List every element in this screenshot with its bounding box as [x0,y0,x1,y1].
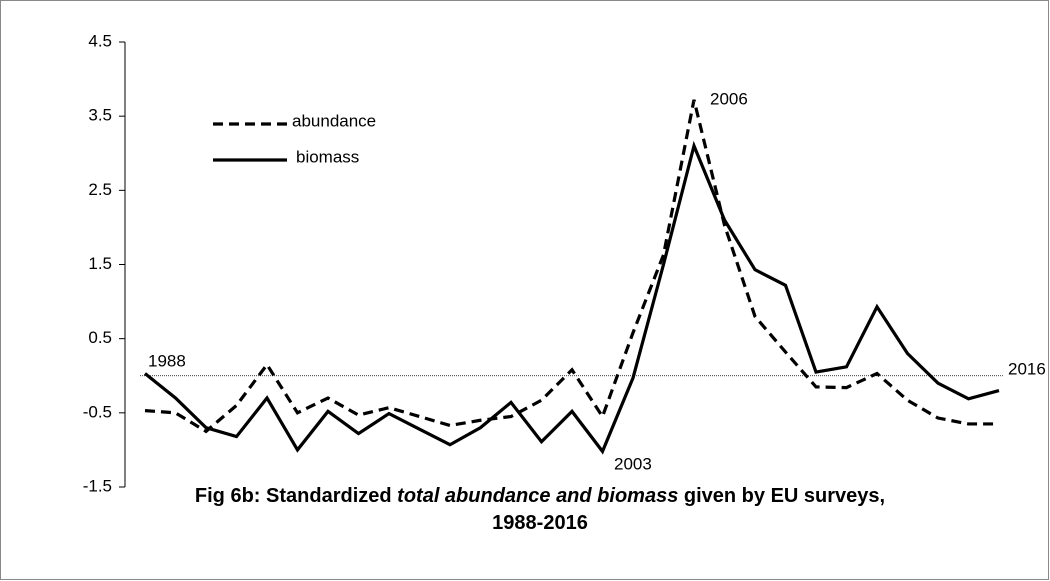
y-tick-label: 0.5 [88,328,112,347]
title-part: total abundance and biomass [397,485,679,507]
y-tick-label: 4.5 [88,31,112,50]
annotation: 2016 [1008,359,1046,378]
title-part: Fig 6b: Standardized [194,485,398,507]
y-tick-label: 3.5 [88,106,112,125]
annotation: 2003 [614,454,652,473]
legend-label: biomass [296,147,359,166]
y-tick-label: 2.5 [88,180,112,199]
annotation: 1988 [148,351,186,370]
legend-label: abundance [292,111,376,130]
y-tick-label: 1.5 [88,254,112,273]
title-part: given by EU surveys, 1988-2016 [492,485,886,534]
y-tick-label: -1.5 [83,476,112,495]
y-tick-label: -0.5 [83,402,112,421]
annotation: 2006 [710,89,748,108]
series-line [144,99,999,434]
chart-title: Fig 6b: Standardized total abundance and… [180,483,900,537]
series-line [143,140,1000,455]
